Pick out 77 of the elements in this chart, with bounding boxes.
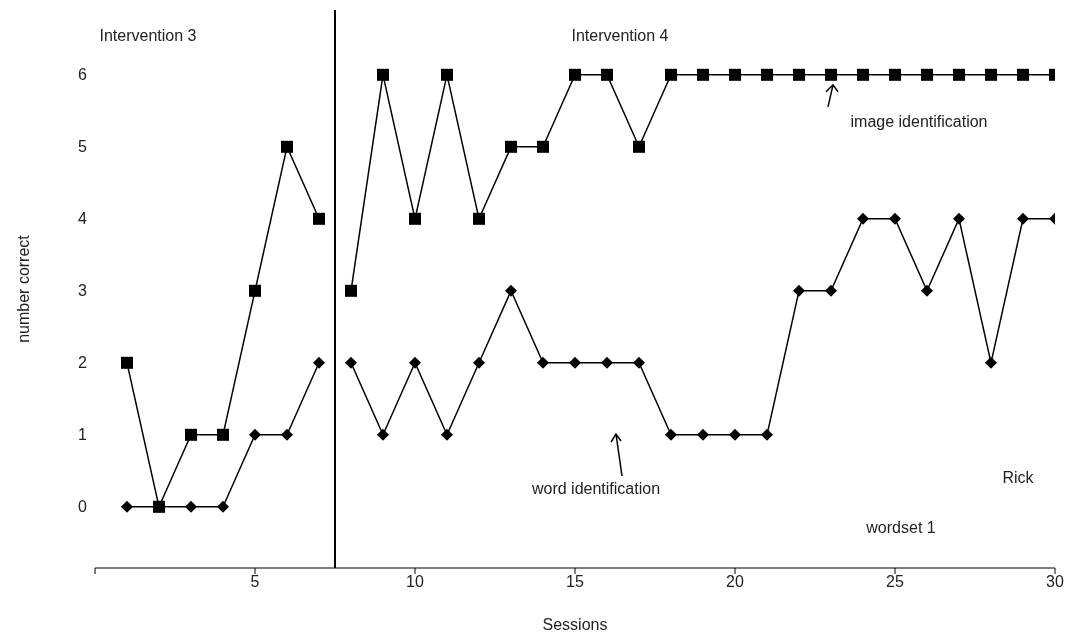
- point: [793, 68, 805, 81]
- point: [761, 68, 773, 81]
- point: [601, 356, 613, 369]
- point: [281, 140, 293, 153]
- annotation: Intervention 3: [99, 27, 197, 44]
- point: [345, 284, 357, 297]
- point: [441, 428, 453, 441]
- point: [185, 500, 197, 513]
- point: [1017, 68, 1029, 81]
- point: [697, 428, 709, 441]
- point: [761, 428, 773, 441]
- x-tick-label: 25: [886, 573, 904, 591]
- point: [825, 68, 837, 81]
- point: [377, 68, 389, 81]
- point: [185, 428, 197, 441]
- point: [281, 428, 293, 441]
- point: [409, 356, 421, 369]
- point: [505, 140, 517, 153]
- point: [985, 356, 997, 369]
- point: [537, 356, 549, 369]
- point: [569, 68, 581, 81]
- point: [921, 68, 933, 81]
- point: [793, 284, 805, 297]
- point: [505, 284, 517, 297]
- point: [313, 212, 325, 225]
- point: [953, 68, 965, 81]
- point: [953, 212, 965, 225]
- annotation: wordset 1: [865, 519, 936, 536]
- point: [217, 500, 229, 513]
- point: [313, 356, 325, 369]
- point: [569, 356, 581, 369]
- point: [601, 68, 613, 81]
- point: [729, 68, 741, 81]
- point: [345, 356, 357, 369]
- x-tick-label: 10: [406, 573, 424, 591]
- point: [249, 284, 261, 297]
- y-tick-label: 3: [78, 282, 88, 300]
- annotation: word identification: [530, 480, 661, 497]
- point: [697, 68, 709, 81]
- point: [633, 356, 645, 369]
- point: [473, 356, 485, 369]
- annotation: Intervention 4: [571, 27, 669, 44]
- annotation: Rick: [1002, 469, 1035, 486]
- x-tick-label: 5: [250, 573, 260, 591]
- point: [249, 428, 261, 441]
- point: [1017, 212, 1029, 225]
- y-tick-label: 4: [78, 210, 88, 228]
- point: [857, 68, 869, 81]
- y-tick-label: 1: [78, 426, 88, 444]
- point: [377, 428, 389, 441]
- x-tick-label: 20: [726, 573, 744, 591]
- x-tick-label: 30: [1046, 573, 1064, 591]
- y-tick-label: 2: [78, 354, 88, 372]
- point: [985, 68, 997, 81]
- point: [409, 212, 421, 225]
- point: [441, 68, 453, 81]
- point: [121, 500, 133, 513]
- x-axis-title: Sessions: [542, 616, 608, 633]
- x-tick-label: 15: [566, 573, 584, 591]
- point: [825, 284, 837, 297]
- point: [473, 212, 485, 225]
- point: [857, 212, 869, 225]
- point: [921, 284, 933, 297]
- point: [633, 140, 645, 153]
- point: [665, 68, 677, 81]
- y-tick-label: 5: [78, 138, 88, 156]
- point: [889, 212, 901, 225]
- y-tick-label: 6: [78, 66, 88, 84]
- point: [889, 68, 901, 81]
- point: [665, 428, 677, 441]
- point: [729, 428, 741, 441]
- point: [121, 356, 133, 369]
- y-tick-label: 0: [78, 498, 88, 516]
- y-axis-title: number correct: [14, 234, 32, 343]
- point: [537, 140, 549, 153]
- point: [217, 428, 229, 441]
- annotation: image identification: [850, 112, 988, 130]
